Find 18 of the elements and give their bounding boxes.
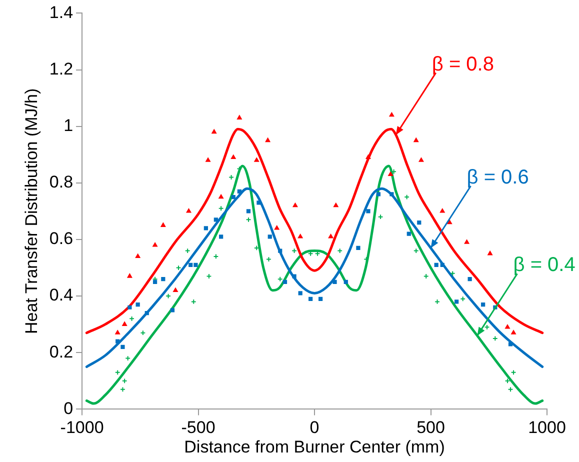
annotation: β = 0.8: [432, 53, 494, 76]
y-tick-label: 0.4: [49, 286, 74, 305]
y-tick-label: 1: [64, 116, 74, 136]
y-tick-label: 1.2: [49, 59, 74, 78]
y-tick-label: 0: [64, 398, 74, 418]
y-tick-label: 0.2: [49, 342, 74, 362]
annotation: β = 0.6: [466, 166, 529, 188]
x-axis-title: Distance from Burner Center (mm): [184, 437, 445, 456]
x-tick-label: 500: [416, 418, 445, 438]
x-tick-label: 1000: [528, 418, 566, 438]
annotation: β = 0.4: [513, 254, 576, 276]
y-tick-label: 0.8: [49, 172, 74, 192]
y-tick-label: 1.4: [49, 2, 74, 22]
y-tick-label: 0.6: [49, 229, 74, 248]
x-tick-label: 0: [310, 418, 320, 438]
x-tick-label: -1000: [60, 418, 104, 438]
x-tick-label: -500: [181, 418, 216, 438]
y-axis-title: Heat Transfer Distribution (MJ/h): [22, 88, 41, 334]
